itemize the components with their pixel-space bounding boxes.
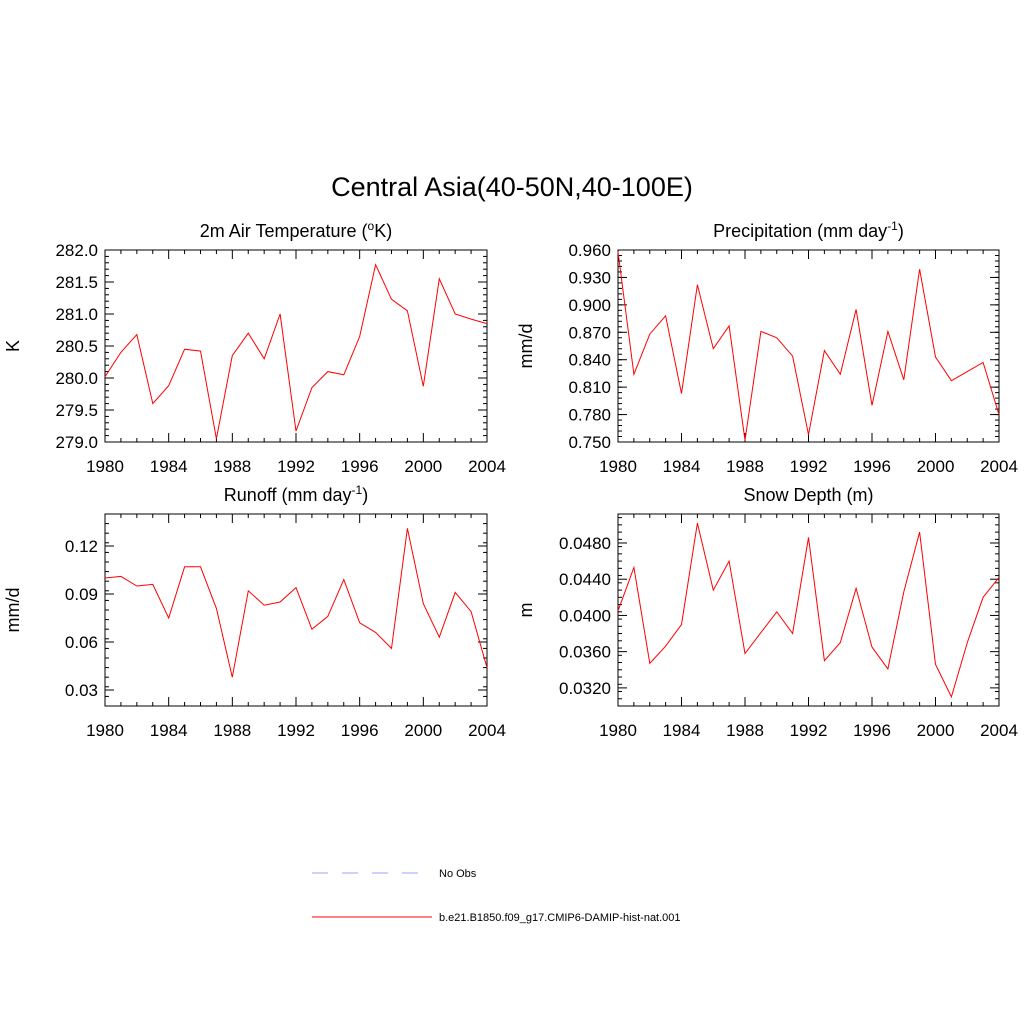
y-tick-label: 0.930 (568, 268, 611, 287)
panel-4: 1980 1984 1988 1992 1996 2000 2004 0.0320 0.0360… (516, 485, 1018, 740)
y-axis-label: m (516, 603, 536, 618)
x-tick-label: 1984 (663, 457, 701, 476)
y-tick-label: 0.0400 (559, 606, 611, 625)
y-tick-label: 0.0360 (559, 643, 611, 662)
figure-title: Central Asia(40-50N,40-100E) (331, 172, 693, 202)
x-tick-label: 2000 (917, 721, 955, 740)
plot-frame (617, 249, 1000, 443)
series-line (617, 251, 1000, 441)
x-tick-label: 1984 (663, 721, 701, 740)
y-tick-label: 280.0 (55, 369, 98, 388)
y-tick-label: 0.0480 (559, 534, 611, 553)
panel-title-main: 2m Air Temperature ( (200, 221, 368, 241)
x-tick-label: 2004 (980, 457, 1018, 476)
x-tick-label: 1992 (790, 721, 828, 740)
panel-title-suffix: ) (898, 221, 904, 241)
y-tick-label: 0.12 (65, 537, 98, 556)
y-tick-label: 281.5 (55, 273, 98, 292)
panel-title-superscript: -1 (887, 219, 898, 233)
y-tick-label: 0.750 (568, 433, 611, 452)
series-line (104, 263, 488, 439)
legend-no-obs-label: No Obs (439, 868, 477, 880)
panel-title-superscript: -1 (352, 483, 363, 497)
x-tick-label: 1988 (726, 721, 764, 740)
x-tick-label: 1980 (86, 457, 124, 476)
x-tick-label: 1996 (341, 721, 379, 740)
panel-title-suffix: K) (374, 221, 392, 241)
x-tick-label: 2004 (468, 457, 506, 476)
x-tick-label: 1984 (150, 721, 188, 740)
legend-model-label: b.e21.B1850.f09_g17.CMIP6-DAMIP-hist-nat… (439, 912, 681, 924)
x-tick-label: 1980 (599, 721, 637, 740)
x-tick-label: 2000 (404, 457, 442, 476)
panel-title-suffix: ) (362, 485, 368, 505)
x-tick-label: 1980 (86, 721, 124, 740)
y-tick-label: 0.900 (568, 296, 611, 315)
panel-title-main: Snow Depth (m) (743, 485, 873, 505)
y-tick-label: 0.0440 (559, 570, 611, 589)
x-tick-label: 1992 (277, 721, 315, 740)
y-tick-label: 0.03 (65, 681, 98, 700)
x-tick-label: 1988 (213, 721, 251, 740)
panel-title: 2m Air Temperature (oK) (200, 219, 392, 241)
panel-1: 1980 1984 1988 1992 1996 2000 2004 279.0 279.5 28… (3, 219, 506, 476)
x-tick-label: 2004 (468, 721, 506, 740)
panel-2: 1980 1984 1988 1992 1996 2000 2004 0.750 0.780 0.… (516, 219, 1018, 476)
y-tick-label: 280.5 (55, 337, 98, 356)
x-tick-label: 1992 (277, 457, 315, 476)
y-tick-label: 0.960 (568, 241, 611, 260)
y-tick-label: 0.780 (568, 406, 611, 425)
panel-title-superscript: o (368, 219, 375, 233)
panels: 1980 1984 1988 1992 1996 2000 2004 279.0 279.5 28… (3, 219, 1018, 740)
y-tick-label: 0.06 (65, 633, 98, 652)
x-tick-label: 1992 (790, 457, 828, 476)
y-tick-label: 279.5 (55, 401, 98, 420)
y-tick-label: 281.0 (55, 305, 98, 324)
x-tick-label: 2000 (917, 457, 955, 476)
y-tick-label: 279.0 (55, 433, 98, 452)
plot-frame (104, 513, 488, 707)
legend: No Obs b.e21.B1850.f09_g17.CMIP6-DAMIP-h… (312, 868, 681, 924)
panel-3: 1980 1984 1988 1992 1996 2000 2004 0.03 0.06 0.09… (3, 483, 506, 740)
panel-title-main: Runoff (mm day (224, 485, 352, 505)
panel-title: Precipitation (mm day-1) (713, 219, 904, 241)
x-tick-label: 1984 (150, 457, 188, 476)
y-tick-label: 0.840 (568, 351, 611, 370)
x-tick-label: 2004 (980, 721, 1018, 740)
y-axis-label: mm/d (516, 324, 536, 369)
panel-title: Runoff (mm day-1) (224, 483, 368, 505)
y-axis-label: K (3, 340, 23, 352)
x-tick-label: 1980 (599, 457, 637, 476)
y-axis-label: mm/d (3, 588, 23, 633)
series-line (617, 522, 1000, 699)
y-tick-label: 0.870 (568, 323, 611, 342)
panel-title: Snow Depth (m) (743, 485, 873, 505)
x-tick-label: 1996 (853, 721, 891, 740)
panel-title-main: Precipitation (mm day (713, 221, 887, 241)
x-tick-label: 1996 (853, 457, 891, 476)
x-tick-label: 2000 (404, 721, 442, 740)
x-tick-label: 1988 (213, 457, 251, 476)
y-tick-label: 0.810 (568, 378, 611, 397)
y-tick-label: 282.0 (55, 241, 98, 260)
x-tick-label: 1988 (726, 457, 764, 476)
y-tick-label: 0.09 (65, 585, 98, 604)
x-tick-label: 1996 (341, 457, 379, 476)
y-tick-label: 0.0320 (559, 679, 611, 698)
series-line (104, 528, 488, 678)
